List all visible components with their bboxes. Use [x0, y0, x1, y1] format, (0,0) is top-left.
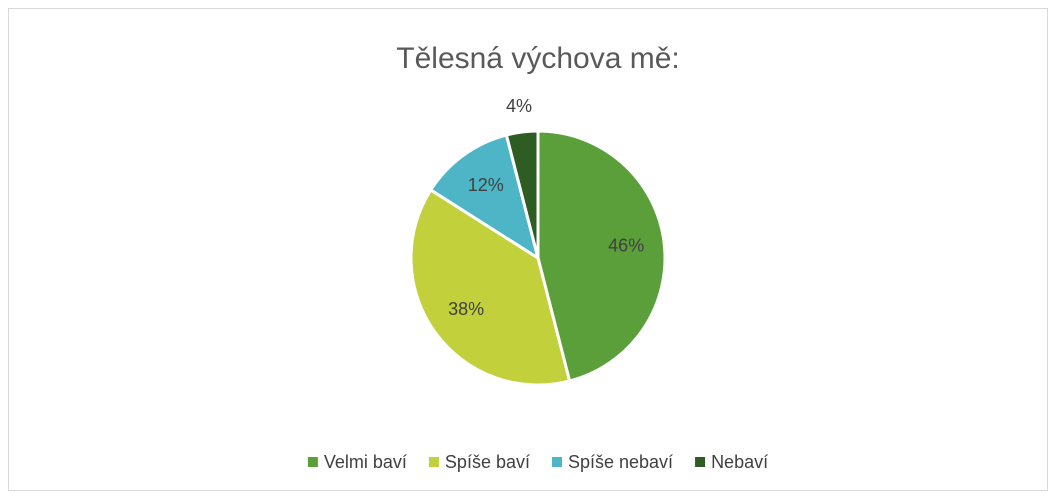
chart-title: Tělesná výchova mě: — [396, 42, 679, 75]
legend-swatch — [695, 457, 706, 467]
pie-slice — [504, 129, 540, 259]
legend-label: Velmi baví — [324, 452, 407, 472]
legend-label: Spíše nebaví — [568, 452, 673, 472]
legend-swatch — [551, 457, 562, 467]
legend-swatch — [307, 457, 318, 467]
data-label: 4% — [506, 96, 532, 116]
data-label: 38% — [448, 299, 484, 319]
data-label: 12% — [468, 175, 504, 195]
legend-swatch — [428, 457, 439, 467]
pie-slice — [409, 187, 572, 387]
pie-slice — [428, 133, 541, 262]
legend-label: Nebaví — [711, 452, 768, 472]
pie-slice — [536, 129, 667, 383]
legend-label: Spíše baví — [445, 452, 530, 472]
data-label: 46% — [608, 236, 644, 256]
